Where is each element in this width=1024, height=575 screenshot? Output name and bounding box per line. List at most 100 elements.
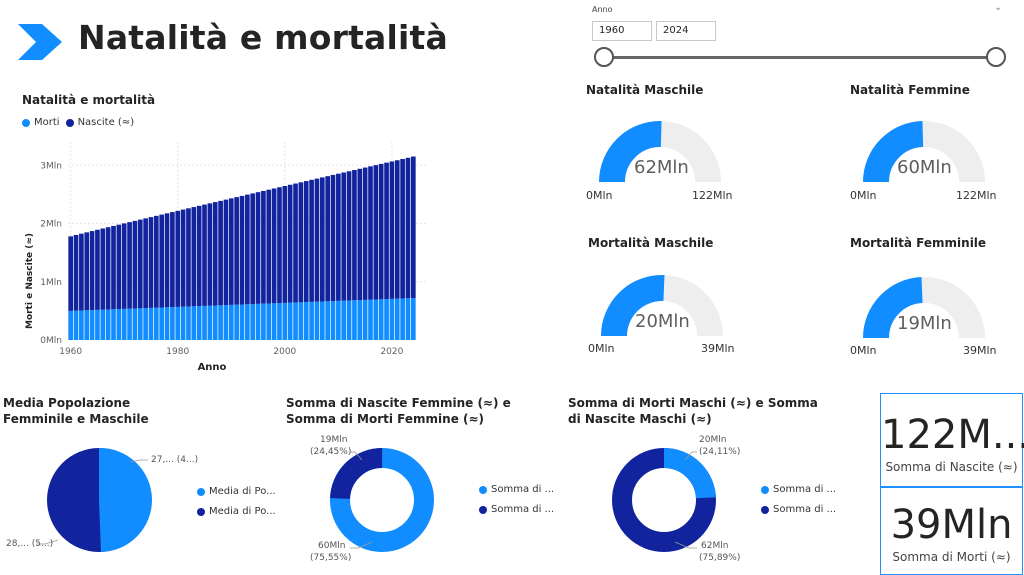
y-tick-label: 2Mln — [40, 220, 62, 230]
legend-nascite[interactable]: Nascite (≈) — [65, 117, 134, 128]
bar-nascite — [336, 173, 341, 301]
bar-nascite — [105, 227, 111, 310]
pie-label-femminile: 27,... (4...) — [151, 455, 199, 465]
pie-population-title: Media Popolazione Femminile e Maschile — [3, 396, 149, 426]
chevron-down-icon[interactable]: ⌄ — [994, 2, 1003, 13]
bar-morti — [100, 309, 106, 340]
bar-nascite — [394, 160, 400, 299]
bar-nascite — [84, 232, 90, 311]
bar-nascite — [132, 220, 138, 309]
donut-femmine-legend-item-2[interactable]: Somma di ... — [479, 504, 554, 515]
bar-nascite — [148, 217, 154, 308]
gauge-natalita-maschile-max: 122Mln — [692, 189, 733, 202]
bar-morti — [148, 307, 154, 340]
donut-femmine-chart — [330, 448, 434, 553]
x-tick-label: 1960 — [59, 347, 82, 357]
bar-morti — [175, 306, 181, 340]
bar-morti — [405, 298, 411, 340]
bar-nascite — [325, 176, 330, 302]
year-slider-end-handle[interactable] — [986, 47, 1006, 67]
bar-nascite — [73, 234, 79, 311]
bar-morti — [400, 298, 405, 340]
x-tick-label: 2000 — [273, 347, 296, 357]
donut-maschi-label-big-1: 62Mln — [701, 541, 729, 551]
year-slider-start-handle[interactable] — [594, 47, 614, 67]
bar-nascite — [239, 195, 245, 305]
bar-morti — [68, 310, 74, 340]
bar-nascite — [100, 228, 106, 310]
bar-morti — [79, 310, 84, 340]
year-slicer-label: Anno — [592, 5, 613, 14]
bar-morti — [105, 309, 111, 340]
donut-femmine-label-big-1: 60Mln — [318, 541, 346, 551]
card-morti-value: 39Mln — [890, 502, 1013, 548]
bar-nascite — [175, 210, 181, 307]
bar-morti — [287, 302, 293, 340]
main-bar-chart: 0Mln 1Mln 2Mln 3Mln 1960 1980 2000 2020 Anno Mort… — [25, 142, 426, 373]
bar-nascite — [309, 179, 314, 302]
donut-femmine-legend-item-1[interactable]: Somma di ... — [479, 484, 554, 495]
year-from-input[interactable]: 1960 — [592, 21, 652, 41]
bar-morti — [373, 299, 379, 340]
pie-legend-item-1[interactable]: Media di Po... — [197, 486, 276, 497]
donut-femmine-title: Somma di Nascite Femmine (≈) e Somma di … — [286, 396, 511, 426]
bar-morti — [218, 305, 223, 340]
bar-nascite — [266, 189, 272, 304]
bar-nascite — [405, 157, 411, 299]
bar-morti — [389, 298, 395, 340]
bar-morti — [164, 307, 170, 340]
bar-morti — [95, 309, 100, 340]
gauge-mortalita-femminile-title: Mortalità Femminile — [850, 236, 987, 250]
gauge-mortalita-femminile-min: 0Mln — [850, 344, 877, 357]
year-to-input[interactable]: 2024 — [656, 21, 716, 41]
gauge-mortalita-maschile-max: 39Mln — [701, 342, 735, 355]
bar-morti — [154, 307, 159, 340]
bar-nascite — [346, 171, 352, 301]
bar-nascite — [400, 159, 405, 299]
bar-morti — [121, 308, 127, 340]
card-morti[interactable]: 39Mln Somma di Morti (≈) — [880, 487, 1023, 575]
bar-nascite — [218, 200, 223, 306]
bar-morti — [266, 303, 272, 340]
pie-population-chart — [36, 447, 152, 552]
donut-maschi-label-small-2: (24,11%) — [699, 447, 741, 457]
y-tick-label: 1Mln — [40, 278, 62, 288]
gauge-mortalita-maschile-value: 20Mln — [635, 311, 690, 332]
bar-morti — [330, 301, 336, 340]
bar-morti — [271, 303, 277, 340]
gauge-natalita-femmine-min: 0Mln — [850, 189, 877, 202]
gauge-natalita-maschile-value: 62Mln — [634, 157, 689, 178]
gauge-natalita-maschile-title: Natalità Maschile — [586, 83, 704, 97]
y-axis-title: Morti e Nascite (≈) — [25, 233, 35, 329]
bar-nascite — [234, 197, 239, 305]
donut-maschi-slice-morti — [612, 448, 716, 552]
bar-morti — [336, 300, 341, 340]
donut-maschi-legend-item-2[interactable]: Somma di ... — [761, 504, 836, 515]
y-tick-label: 0Mln — [40, 336, 62, 346]
bar-nascite — [378, 163, 384, 300]
main-chart-title: Natalità e mortalità — [22, 93, 156, 107]
donut-maschi-legend-item-1[interactable]: Somma di ... — [761, 484, 836, 495]
bar-morti — [207, 305, 213, 340]
gauge-fill — [599, 121, 662, 183]
gauge-mortalita-femminile-max: 39Mln — [963, 344, 997, 357]
bar-nascite — [277, 187, 282, 304]
bar-morti — [245, 304, 250, 340]
bar-nascite — [127, 222, 132, 309]
bar-nascite — [357, 168, 363, 301]
pie-legend-item-2[interactable]: Media di Po... — [197, 506, 276, 517]
year-slider-track[interactable] — [604, 56, 996, 59]
gauge-natalita-femmine-title: Natalità Femmine — [850, 83, 970, 97]
bar-nascite — [293, 183, 298, 303]
bar-nascite — [271, 188, 277, 304]
card-nascite[interactable]: 122M... Somma di Nascite (≈) — [880, 393, 1024, 487]
bar-morti — [143, 308, 148, 340]
gauge-fill — [863, 121, 924, 183]
legend-morti[interactable]: Morti — [22, 117, 60, 128]
bar-nascite — [330, 174, 336, 302]
gauge-mortalita-maschile — [601, 275, 723, 337]
bar-nascite — [368, 166, 373, 300]
bar-morti — [111, 309, 116, 340]
bar-morti — [277, 303, 282, 340]
x-tick-label: 1980 — [166, 347, 189, 357]
